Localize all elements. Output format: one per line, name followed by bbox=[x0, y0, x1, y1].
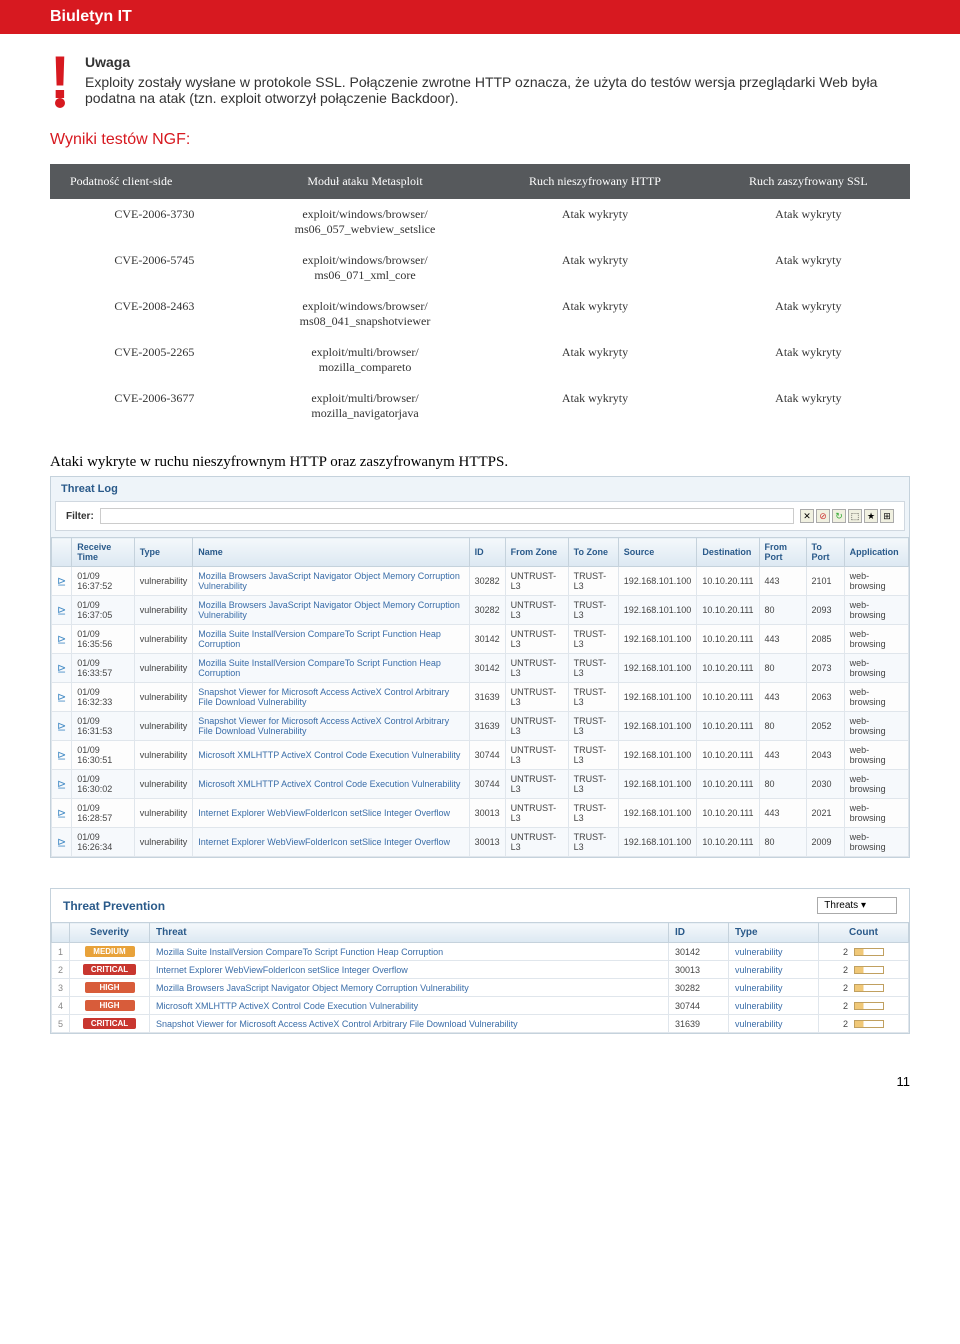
log-header[interactable]: To Port bbox=[806, 538, 844, 567]
tp-title: Threat Prevention bbox=[63, 899, 165, 913]
count-bar bbox=[854, 1020, 884, 1028]
log-row[interactable]: ⊵01/09 16:32:33vulnerabilitySnapshot Vie… bbox=[52, 683, 909, 712]
log-row[interactable]: ⊵01/09 16:28:57vulnerabilityInternet Exp… bbox=[52, 799, 909, 828]
log-header[interactable]: From Zone bbox=[505, 538, 568, 567]
log-row[interactable]: ⊵01/09 16:37:52vulnerabilityMozilla Brow… bbox=[52, 567, 909, 596]
count-bar bbox=[854, 966, 884, 974]
threat-prevention-panel: Threat Prevention Threats ▾ SeverityThre… bbox=[50, 888, 910, 1034]
tp-row[interactable]: 1MEDIUMMozilla Suite InstallVersion Comp… bbox=[52, 943, 909, 961]
page-banner: Biuletyn IT bbox=[0, 0, 960, 34]
count-bar bbox=[854, 948, 884, 956]
ngf-row: CVE-2006-5745exploit/windows/browser/ms0… bbox=[50, 245, 910, 291]
warning-title: Uwaga bbox=[85, 54, 910, 70]
log-header[interactable]: Name bbox=[193, 538, 469, 567]
ngf-row: CVE-2006-3677exploit/multi/browser/mozil… bbox=[50, 383, 910, 429]
ngf-header: Moduł ataku Metasploit bbox=[247, 164, 484, 199]
exclamation-icon: ! bbox=[50, 54, 70, 106]
count-bar bbox=[854, 1002, 884, 1010]
ngf-row: CVE-2006-3730exploit/windows/browser/ms0… bbox=[50, 199, 910, 245]
ngf-results-table: Podatność client-sideModuł ataku Metaspl… bbox=[50, 164, 910, 429]
log-row[interactable]: ⊵01/09 16:35:56vulnerabilityMozilla Suit… bbox=[52, 625, 909, 654]
tp-row[interactable]: 4HIGHMicrosoft XMLHTTP ActiveX Control C… bbox=[52, 997, 909, 1015]
detail-icon[interactable]: ⊵ bbox=[57, 663, 66, 675]
log-row[interactable]: ⊵01/09 16:30:02vulnerabilityMicrosoft XM… bbox=[52, 770, 909, 799]
filter-row: Filter: ✕ ⊘ ↻ ⬚ ★ ⊞ bbox=[55, 501, 905, 531]
detail-icon[interactable]: ⊵ bbox=[57, 750, 66, 762]
log-row[interactable]: ⊵01/09 16:26:34vulnerabilityInternet Exp… bbox=[52, 828, 909, 857]
log-header[interactable]: Application bbox=[844, 538, 908, 567]
ngf-header: Podatność client-side bbox=[50, 164, 247, 199]
log-header[interactable]: Receive Time bbox=[72, 538, 134, 567]
page-number: 11 bbox=[0, 1054, 960, 1109]
detail-icon[interactable]: ⊵ bbox=[57, 605, 66, 617]
log-row[interactable]: ⊵01/09 16:30:51vulnerabilityMicrosoft XM… bbox=[52, 741, 909, 770]
log-row[interactable]: ⊵01/09 16:31:53vulnerabilitySnapshot Vie… bbox=[52, 712, 909, 741]
refresh-icon[interactable]: ↻ bbox=[832, 509, 846, 523]
severity-badge: CRITICAL bbox=[83, 1018, 136, 1029]
log-header[interactable]: From Port bbox=[759, 538, 806, 567]
toolbar-icons: ✕ ⊘ ↻ ⬚ ★ ⊞ bbox=[800, 509, 894, 523]
severity-badge: CRITICAL bbox=[83, 964, 136, 975]
log-header[interactable]: ID bbox=[469, 538, 505, 567]
detail-icon[interactable]: ⊵ bbox=[57, 808, 66, 820]
detail-icon[interactable]: ⊵ bbox=[57, 692, 66, 704]
tp-header[interactable]: Type bbox=[729, 923, 819, 943]
threat-log-table: Receive TimeTypeNameIDFrom ZoneTo ZoneSo… bbox=[51, 537, 909, 857]
detail-icon[interactable]: ⊵ bbox=[57, 634, 66, 646]
threat-log-title: Threat Log bbox=[51, 477, 909, 501]
detail-icon[interactable]: ⊵ bbox=[57, 837, 66, 849]
detail-icon[interactable]: ⊵ bbox=[57, 779, 66, 791]
tp-header[interactable]: Count bbox=[819, 923, 909, 943]
tp-row[interactable]: 3HIGHMozilla Browsers JavaScript Navigat… bbox=[52, 979, 909, 997]
severity-badge: HIGH bbox=[85, 1000, 135, 1011]
log-header[interactable]: Type bbox=[134, 538, 193, 567]
severity-badge: HIGH bbox=[85, 982, 135, 993]
log-header[interactable]: Source bbox=[618, 538, 697, 567]
severity-badge: MEDIUM bbox=[85, 946, 135, 957]
tp-dropdown[interactable]: Threats ▾ bbox=[817, 897, 897, 914]
log-header[interactable]: To Zone bbox=[568, 538, 618, 567]
save-icon[interactable]: ★ bbox=[864, 509, 878, 523]
log-row[interactable]: ⊵01/09 16:37:05vulnerabilityMozilla Brow… bbox=[52, 596, 909, 625]
tp-header[interactable] bbox=[52, 923, 70, 943]
cancel-icon[interactable]: ⊘ bbox=[816, 509, 830, 523]
log-header[interactable] bbox=[52, 538, 72, 567]
warning-box: ! Uwaga Exploity zostały wysłane w proto… bbox=[50, 54, 910, 106]
warning-body: Exploity zostały wysłane w protokole SSL… bbox=[85, 74, 910, 106]
log-row[interactable]: ⊵01/09 16:33:57vulnerabilityMozilla Suit… bbox=[52, 654, 909, 683]
detail-icon[interactable]: ⊵ bbox=[57, 576, 66, 588]
tp-table: SeverityThreatIDTypeCount 1MEDIUMMozilla… bbox=[51, 922, 909, 1033]
tp-row[interactable]: 2CRITICALInternet Explorer WebViewFolder… bbox=[52, 961, 909, 979]
tp-header[interactable]: ID bbox=[669, 923, 729, 943]
settings-icon[interactable]: ⊞ bbox=[880, 509, 894, 523]
clear-icon[interactable]: ✕ bbox=[800, 509, 814, 523]
ngf-section-title: Wyniki testów NGF: bbox=[50, 131, 910, 149]
threat-log-panel: Threat Log Filter: ✕ ⊘ ↻ ⬚ ★ ⊞ Receive T… bbox=[50, 476, 910, 858]
ngf-row: CVE-2005-2265exploit/multi/browser/mozil… bbox=[50, 337, 910, 383]
filter-label: Filter: bbox=[66, 511, 94, 522]
filter-input[interactable] bbox=[100, 508, 794, 524]
ngf-header: Ruch zaszyfrowany SSL bbox=[707, 164, 910, 199]
ngf-header: Ruch nieszyfrowany HTTP bbox=[483, 164, 706, 199]
export-icon[interactable]: ⬚ bbox=[848, 509, 862, 523]
tp-header[interactable]: Threat bbox=[150, 923, 669, 943]
detail-icon[interactable]: ⊵ bbox=[57, 721, 66, 733]
tp-header[interactable]: Severity bbox=[70, 923, 150, 943]
count-bar bbox=[854, 984, 884, 992]
ngf-row: CVE-2008-2463exploit/windows/browser/ms0… bbox=[50, 291, 910, 337]
log-header[interactable]: Destination bbox=[697, 538, 759, 567]
tp-row[interactable]: 5CRITICALSnapshot Viewer for Microsoft A… bbox=[52, 1015, 909, 1033]
attacks-caption: Ataki wykryte w ruchu nieszyfrownym HTTP… bbox=[50, 454, 910, 471]
